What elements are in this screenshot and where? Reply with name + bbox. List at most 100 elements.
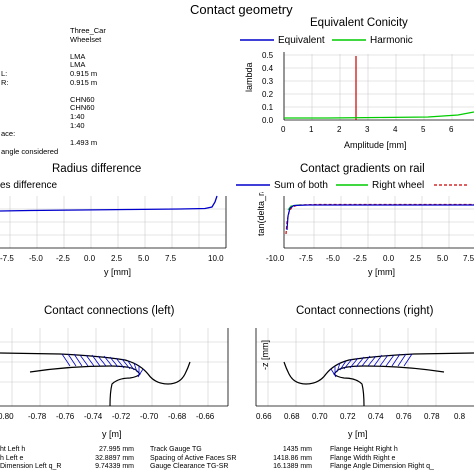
x-tick: -0.66 bbox=[196, 412, 215, 421]
info-line: Wheelset bbox=[70, 34, 102, 44]
gradients-ylabel: tan(delta_rail) bbox=[256, 192, 266, 236]
param-col-1: ht Left h h Left e Dimension Left q_R bbox=[0, 446, 61, 472]
conicity-harmonic-line bbox=[284, 111, 474, 119]
x-tick: 0.68 bbox=[284, 412, 300, 421]
param-value: 9.74339 mm bbox=[95, 463, 134, 471]
conn-left-grid bbox=[0, 328, 228, 406]
x-tick: 0.8 bbox=[454, 412, 466, 421]
x-tick: -7.5 bbox=[299, 254, 313, 263]
x-tick: -10.0 bbox=[266, 254, 285, 263]
x-tick: 3 bbox=[365, 125, 370, 134]
x-tick: -7.5 bbox=[0, 254, 14, 263]
rail-profile-left bbox=[29, 365, 141, 407]
x-tick: -0.68 bbox=[168, 412, 187, 421]
x-tick: 0.76 bbox=[396, 412, 412, 421]
param-col-5: Flange Height Right h Flange Width Right… bbox=[330, 446, 434, 472]
conicity-plot: lambda 0.5 0.4 0.3 0.2 0.1 0.0 0 1 2 3 4… bbox=[244, 51, 474, 150]
legend-label-harmonic: Harmonic bbox=[370, 35, 413, 46]
conn-right-ylabel: -z [mm] bbox=[260, 340, 270, 370]
radius-difference-line bbox=[0, 195, 218, 212]
param-label: Flange Angle Dimension Right q_ bbox=[330, 463, 434, 471]
info-line: 0.915 m bbox=[70, 77, 98, 87]
x-tick: 6 bbox=[449, 125, 454, 134]
conicity-grid bbox=[283, 54, 474, 120]
param-col-2: 27.995 mm 32.8897 mm 9.74339 mm bbox=[88, 446, 134, 472]
rail-profile-right bbox=[333, 365, 445, 407]
x-tick: -5.0 bbox=[326, 254, 340, 263]
info-line: LMA bbox=[70, 60, 86, 70]
conn-left-title: Contact connections (left) bbox=[44, 305, 175, 317]
gradients-xlabel: y [mm] bbox=[368, 267, 395, 277]
x-tick: 2 bbox=[337, 125, 342, 134]
x-tick: 5 bbox=[421, 125, 426, 134]
radius-legend: es difference bbox=[0, 180, 58, 191]
x-tick: 0.72 bbox=[340, 412, 356, 421]
param-label: Spacing of Active Faces SR bbox=[150, 454, 237, 462]
conicity-title: Equivalent Conicity bbox=[310, 17, 408, 29]
param-label: ht Left h bbox=[0, 446, 26, 453]
x-tick: 4 bbox=[393, 125, 398, 134]
param-value: 16.1389 mm bbox=[273, 463, 312, 471]
param-value: 1435 mm bbox=[282, 446, 312, 453]
radius-xlabel: y [mm] bbox=[104, 267, 131, 277]
x-tick: 10.0 bbox=[208, 254, 224, 263]
info-note: angle considered bbox=[1, 147, 59, 156]
page-title: Contact geometry bbox=[190, 2, 293, 17]
y-tick: 0.5 bbox=[262, 51, 274, 60]
x-tick: -2.5 bbox=[353, 254, 367, 263]
x-tick: 0.0 bbox=[383, 254, 395, 263]
wheel-profile-right bbox=[283, 352, 474, 385]
info-line: CHN60 bbox=[70, 103, 95, 113]
radius-plot: -7.5 -5.0 -2.5 0.0 2.5 5.0 7.5 10.0 y [m… bbox=[0, 195, 227, 277]
x-tick: -0.76 bbox=[56, 412, 75, 421]
y-tick: 0.1 bbox=[262, 103, 274, 112]
contact-lines-left bbox=[61, 353, 144, 378]
gradients-title: Contact gradients on rail bbox=[300, 163, 425, 175]
param-label: Track Gauge TG bbox=[150, 446, 202, 453]
y-tick: 0.2 bbox=[262, 90, 274, 99]
legend-label-sum: Sum of both bbox=[274, 180, 328, 191]
x-tick: 1 bbox=[309, 125, 314, 134]
x-tick: 0 bbox=[281, 125, 286, 134]
radius-grid bbox=[0, 196, 226, 248]
conn-left-plot: 0.80 -0.78 -0.76 -0.74 -0.72 -0.70 -0.68… bbox=[0, 328, 229, 439]
param-value: 27.995 mm bbox=[98, 446, 134, 453]
x-tick: 0.0 bbox=[84, 254, 96, 263]
param-label: h Left e bbox=[0, 454, 24, 462]
x-tick: -0.74 bbox=[84, 412, 103, 421]
radius-title: Radius difference bbox=[52, 163, 142, 175]
conn-right-plot: -z [mm] 0.66 0.68 0.70 0.72 0.74 0.76 0.… bbox=[255, 328, 474, 439]
x-tick: 0.74 bbox=[368, 412, 384, 421]
param-label: Flange Height Right h bbox=[330, 446, 398, 453]
info-label-ace: ace: bbox=[1, 129, 16, 138]
conn-right-xlabel: y [m] bbox=[348, 429, 368, 439]
param-value: 1418.86 mm bbox=[273, 454, 312, 462]
x-tick: 0.80 bbox=[0, 412, 14, 421]
x-tick: 2.5 bbox=[410, 254, 422, 263]
param-value: 32.8897 mm bbox=[95, 454, 134, 462]
info-line: CHN60 bbox=[70, 94, 95, 104]
x-tick: 0.78 bbox=[424, 412, 440, 421]
gradients-plot: tan(delta_rail) -10.0 -7.5 -5.0 -2.5 0.0… bbox=[256, 192, 474, 277]
param-col-4: 1435 mm 1418.86 mm 16.1389 mm bbox=[266, 446, 312, 472]
info-line: 1:40 bbox=[70, 120, 85, 130]
param-col-3: Track Gauge TG Spacing of Active Faces S… bbox=[150, 446, 236, 472]
conn-right-title: Contact connections (right) bbox=[296, 305, 434, 317]
x-tick: -0.70 bbox=[140, 412, 159, 421]
info-line: LMA bbox=[70, 51, 86, 61]
x-tick: 7.5 bbox=[463, 254, 474, 263]
x-tick: -0.72 bbox=[112, 412, 131, 421]
x-tick: 5.0 bbox=[138, 254, 150, 263]
gradients-legend: Sum of both Right wheel bbox=[236, 180, 468, 191]
gradients-grid bbox=[284, 196, 474, 248]
conn-right-grid bbox=[256, 328, 474, 406]
info-label-l: L: bbox=[1, 69, 8, 78]
x-tick: -2.5 bbox=[56, 254, 70, 263]
wheelset-info: Three_Car Wheelset LMA LMA 0.915 m 0.915… bbox=[70, 26, 106, 147]
param-label: Gauge Clearance TG-SR bbox=[150, 463, 229, 471]
info-line: 1:40 bbox=[70, 111, 85, 121]
conicity-xlabel: Amplitude [mm] bbox=[344, 140, 407, 150]
legend-label-equivalent: Equivalent bbox=[278, 35, 325, 46]
gradients-sum-line bbox=[286, 204, 474, 231]
param-label: Flange Width Right e bbox=[330, 454, 396, 462]
